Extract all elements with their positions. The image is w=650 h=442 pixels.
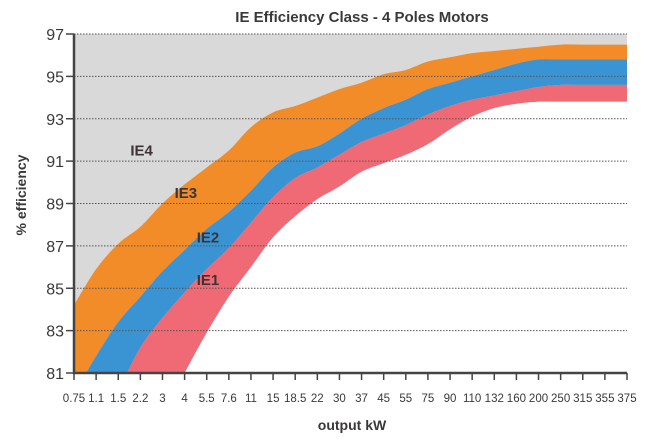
x-tick-label: 200 <box>529 393 548 405</box>
x-tick-label: 22 <box>311 393 324 405</box>
x-tick-label: 5.5 <box>199 393 215 405</box>
band-ie3 <box>74 44 627 373</box>
x-tick-label: 75 <box>422 393 435 405</box>
x-tick-label: 315 <box>573 393 592 405</box>
band-label-ie3: IE3 <box>175 185 198 202</box>
y-tick-label: 97 <box>46 27 64 44</box>
x-tick-label: 18.5 <box>284 393 306 405</box>
band-label-ie4: IE4 <box>130 143 153 160</box>
x-tick-label: 4 <box>181 393 188 405</box>
x-tick-label: 55 <box>399 393 412 405</box>
x-tick-label: 7.6 <box>221 393 237 405</box>
x-tick-label: 2.2 <box>132 393 148 405</box>
y-tick-label: 85 <box>46 281 64 298</box>
x-tick-label: 110 <box>463 393 481 405</box>
x-tick-label: 1.5 <box>110 393 126 405</box>
y-axis-label: % efficiency <box>13 154 29 235</box>
x-tick-label: 11 <box>245 393 257 405</box>
axes <box>66 33 628 380</box>
y-tick-label: 87 <box>46 239 64 256</box>
x-tick-label: 355 <box>595 393 614 405</box>
gridlines <box>74 33 627 332</box>
below-ie1-region <box>184 101 627 373</box>
x-tick-label: 90 <box>444 393 457 405</box>
x-tick-label: 30 <box>333 393 346 405</box>
x-tick-label: 3 <box>159 393 165 405</box>
y-tick-labels: 81 83 85 87 89 91 93 95 97 <box>46 27 64 383</box>
band-ie1 <box>127 84 627 373</box>
y-tick-label: 91 <box>46 154 64 171</box>
x-axis-label: output kW <box>318 417 387 433</box>
x-tick-label: 45 <box>377 393 390 405</box>
band-label-ie1: IE1 <box>197 272 220 289</box>
x-tick-label: 0.75 <box>63 393 85 405</box>
x-tick-label: 1.1 <box>88 393 104 405</box>
y-tick-label: 95 <box>46 69 64 86</box>
x-tick-label: 15 <box>267 393 280 405</box>
x-tick-label: 160 <box>507 393 526 405</box>
y-tick-label: 93 <box>46 112 64 129</box>
x-tick-label: 250 <box>551 393 570 405</box>
chart-title: IE Efficiency Class - 4 Poles Motors <box>235 9 488 26</box>
band-label-ie2: IE2 <box>197 229 220 246</box>
y-tick-label: 83 <box>46 324 64 341</box>
x-tick-label: 132 <box>485 393 504 405</box>
y-tick-label: 81 <box>46 366 64 383</box>
band-labels: IE4 IE3 IE2 IE1 <box>130 143 219 289</box>
x-tick-label: 375 <box>617 393 636 405</box>
y-tick-label: 89 <box>46 197 64 214</box>
x-tick-labels: 0.75 1.1 1.5 2.2 3 4 5.5 7.6 11 15 18.5 22 30 37 45 55 7… <box>63 393 637 405</box>
x-tick-label: 37 <box>355 393 368 405</box>
bands-layer <box>74 44 627 373</box>
band-ie2 <box>86 59 627 373</box>
